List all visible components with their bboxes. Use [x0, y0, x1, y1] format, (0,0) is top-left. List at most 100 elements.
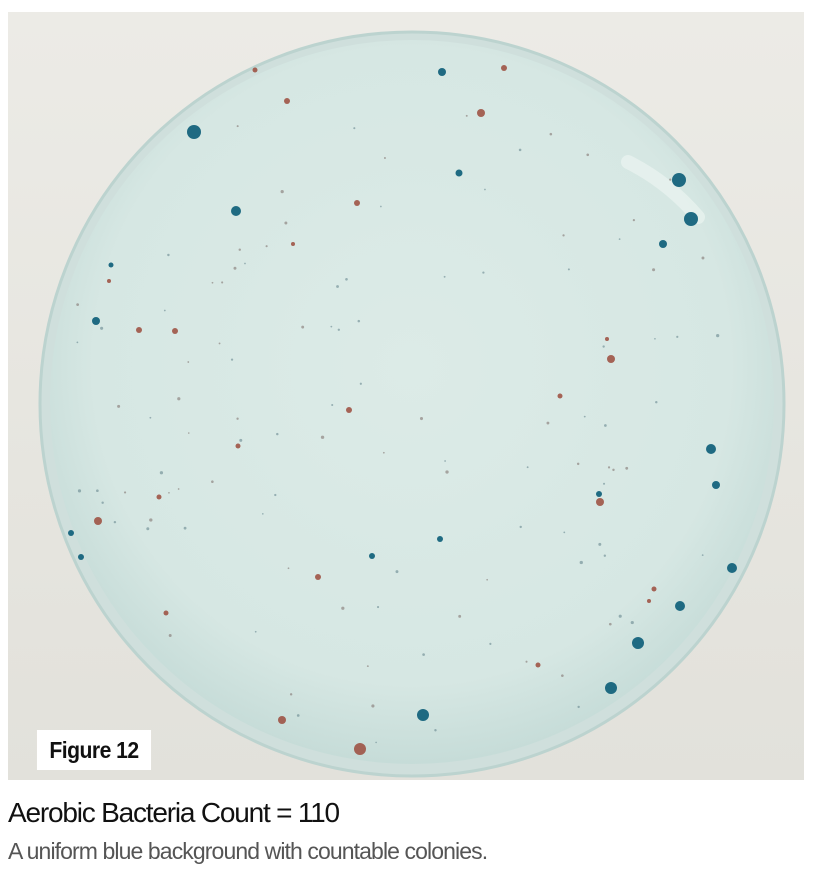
colony [382, 451, 385, 454]
colony [701, 554, 704, 556]
colony [167, 253, 170, 257]
colony [443, 275, 446, 278]
colony [92, 317, 100, 325]
colony [168, 491, 170, 494]
colony [354, 743, 366, 755]
colony [630, 620, 634, 625]
colony [136, 327, 142, 333]
colony [465, 114, 468, 117]
colony [291, 242, 295, 246]
colony [438, 68, 446, 76]
petri-dish-image [38, 30, 786, 778]
colony [221, 281, 224, 284]
colony [77, 489, 82, 493]
colony [419, 416, 424, 421]
colony [244, 262, 246, 265]
colony [238, 248, 241, 251]
colony [296, 714, 300, 717]
colony [486, 578, 488, 581]
colony [159, 471, 164, 475]
colony [280, 190, 284, 194]
colony [172, 328, 178, 334]
colony [607, 355, 615, 363]
colony [101, 501, 104, 504]
colony [218, 342, 221, 345]
colony [337, 328, 340, 331]
dish-agar [50, 40, 774, 764]
figure-label: Figure 12 [36, 730, 152, 770]
colony [254, 630, 257, 633]
colony [117, 404, 121, 408]
colony [577, 705, 580, 709]
colony [331, 403, 334, 407]
colony [561, 674, 564, 677]
petri-dish-photo: Figure 12 [8, 12, 804, 780]
colony [669, 178, 672, 181]
caption-subtitle: A uniform blue background with countable… [8, 838, 488, 864]
colony [632, 637, 644, 649]
colony [489, 642, 492, 645]
colony [146, 527, 150, 531]
colony [546, 421, 550, 425]
colony [654, 337, 656, 340]
colony [567, 268, 570, 271]
colony [579, 560, 583, 565]
colony [345, 277, 348, 281]
colony [395, 570, 399, 574]
colony [76, 341, 79, 344]
colony [96, 489, 99, 493]
colony [562, 234, 565, 237]
colony [336, 285, 339, 288]
colony [320, 435, 325, 439]
colony [262, 513, 264, 515]
colony [647, 599, 651, 603]
colony [659, 240, 667, 248]
colony [236, 417, 239, 420]
colony [706, 444, 716, 454]
colony [482, 271, 485, 274]
colony [231, 206, 241, 216]
colony [618, 238, 621, 241]
colony [233, 266, 237, 270]
colony [444, 460, 446, 462]
colony [519, 525, 522, 529]
colony [716, 334, 720, 338]
colony [380, 205, 382, 208]
colony [284, 221, 288, 225]
colony [434, 729, 437, 732]
colony [712, 481, 720, 489]
colony [371, 704, 375, 708]
colony [236, 125, 239, 128]
colony [727, 563, 737, 573]
colony [278, 716, 286, 724]
caption-title: Aerobic Bacteria Count = 110 [8, 797, 340, 828]
colony [76, 303, 80, 307]
colony [123, 491, 127, 494]
colony [535, 662, 541, 668]
colony [187, 361, 190, 363]
colony [676, 335, 679, 338]
colony [239, 438, 243, 442]
colony [187, 125, 201, 139]
colony [359, 382, 362, 385]
colony [383, 156, 386, 159]
colony [156, 494, 162, 500]
colony [107, 279, 111, 283]
colony [68, 530, 74, 536]
colony [576, 462, 580, 466]
colony [596, 498, 604, 506]
colony [603, 482, 606, 485]
colony [315, 574, 321, 580]
colony [108, 262, 114, 268]
colony [100, 326, 104, 330]
colony [177, 397, 181, 401]
colony [484, 188, 486, 191]
colony [618, 614, 622, 618]
colony [583, 415, 586, 418]
colony [422, 653, 425, 656]
colony [477, 109, 485, 117]
colony [330, 325, 333, 328]
colony [437, 536, 443, 542]
colonies-layer [68, 65, 737, 755]
colony [701, 256, 705, 260]
